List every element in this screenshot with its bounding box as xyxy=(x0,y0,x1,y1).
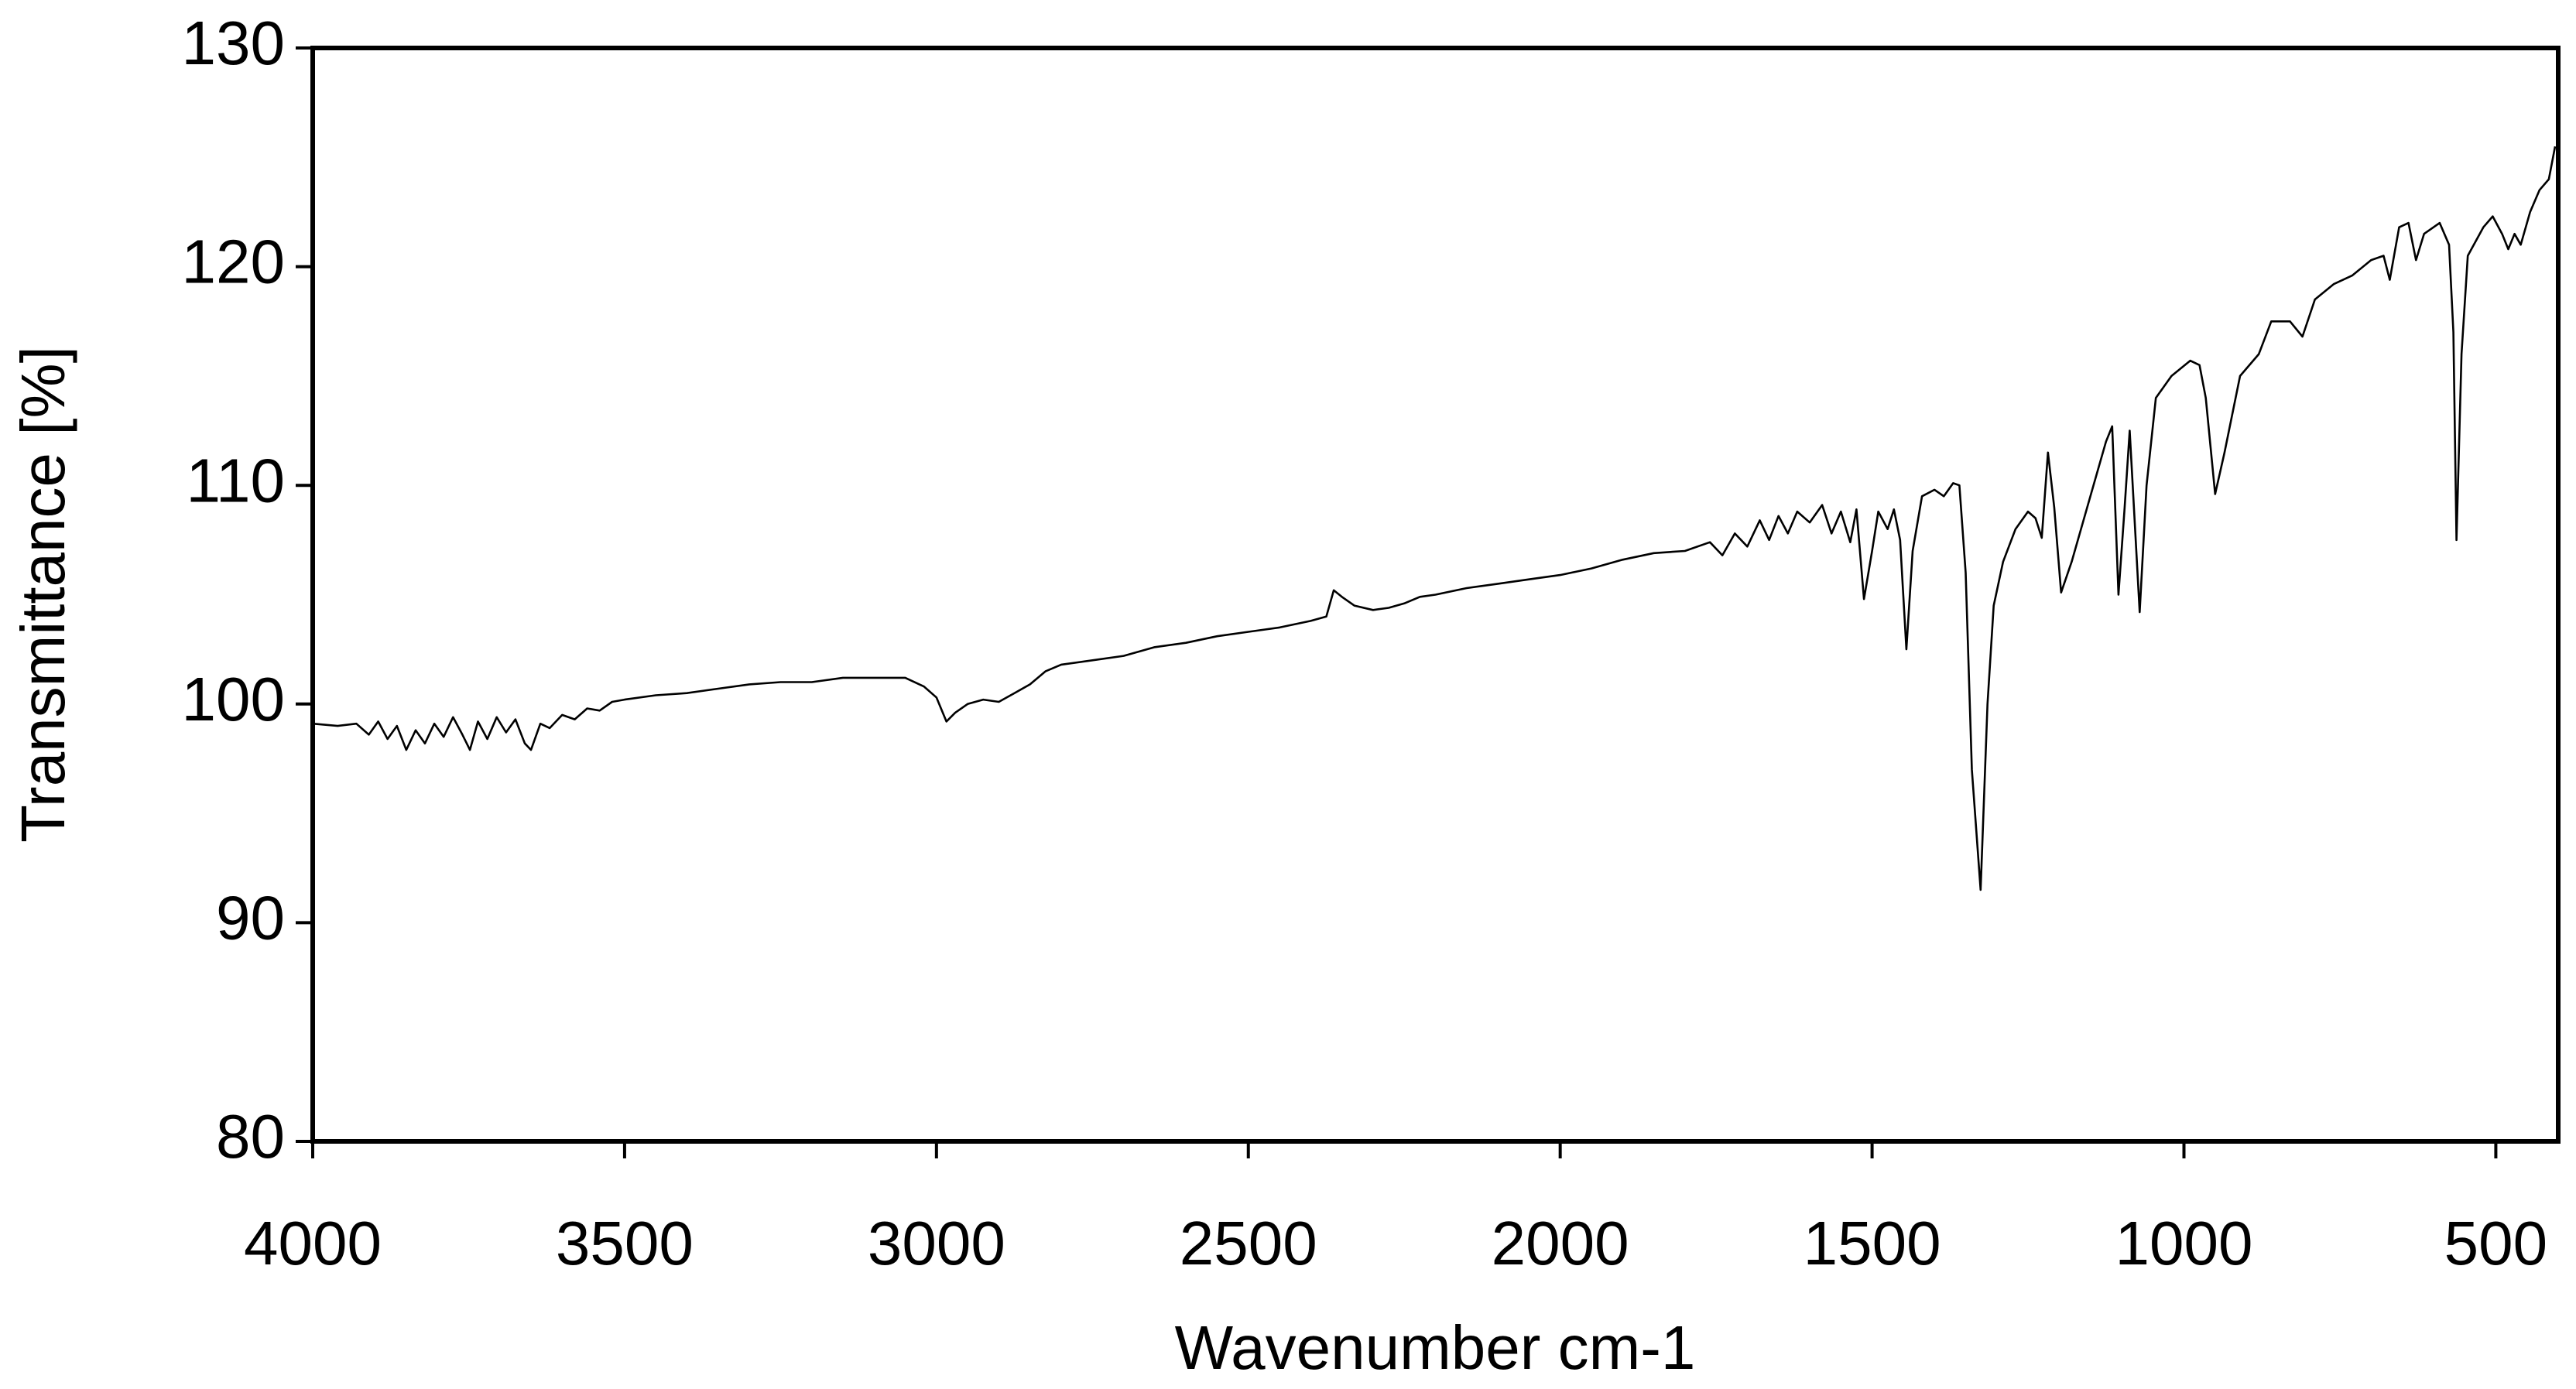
x-axis-label: Wavenumber cm-1 xyxy=(1175,1313,1696,1382)
y-tick-label: 120 xyxy=(182,228,285,296)
y-tick-label: 110 xyxy=(186,446,285,515)
y-axis-label: Transmittance [%] xyxy=(9,346,77,843)
plot-frame xyxy=(310,46,2561,1144)
spectrum-line xyxy=(312,145,2557,891)
y-tick-label: 90 xyxy=(216,884,285,953)
x-tick-label: 2000 xyxy=(1492,1209,1629,1278)
x-tick-label: 3500 xyxy=(556,1209,694,1278)
x-tick-label: 3000 xyxy=(868,1209,1005,1278)
x-tick-label: 500 xyxy=(2444,1209,2547,1278)
y-tick-label: 100 xyxy=(182,665,285,734)
x-tick-label: 2500 xyxy=(1180,1209,1317,1278)
x-tick-label: 1500 xyxy=(1804,1209,1941,1278)
x-tick-label: 4000 xyxy=(244,1209,382,1278)
y-tick-label: 80 xyxy=(216,1102,285,1171)
x-tick-label: 1000 xyxy=(2115,1209,2253,1278)
y-tick-label: 130 xyxy=(182,9,285,77)
